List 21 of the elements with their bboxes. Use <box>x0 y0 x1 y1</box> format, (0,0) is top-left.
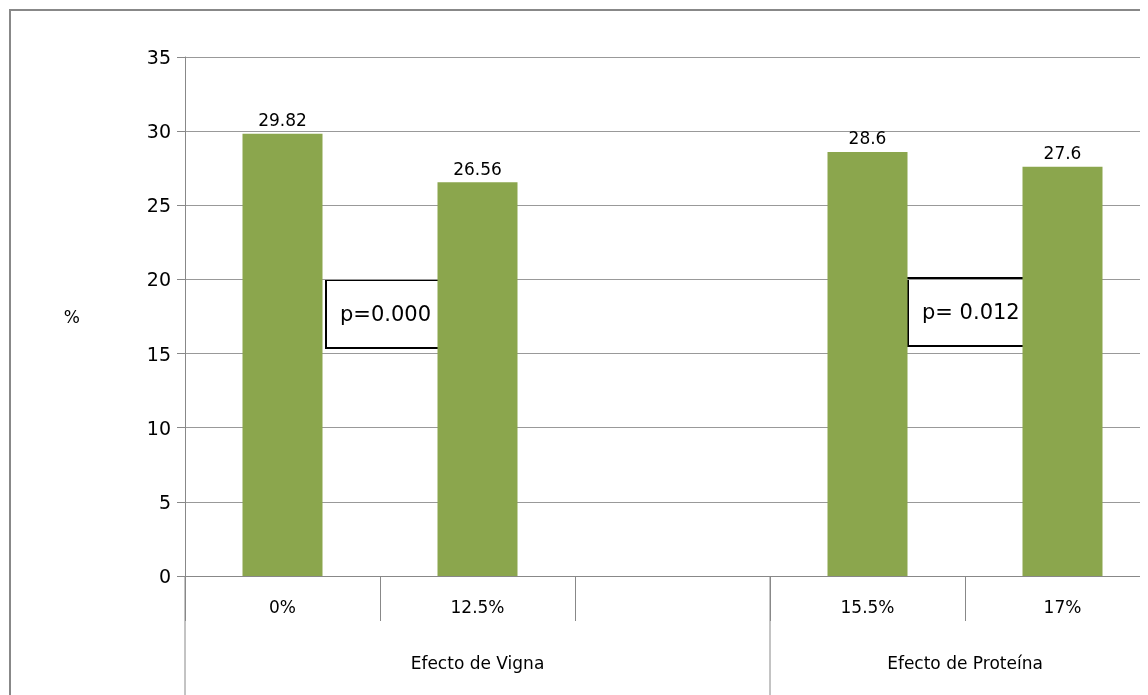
x-tick-label: 12.5% <box>450 596 505 617</box>
data-label: 29.82 <box>258 110 307 131</box>
y-tick-label: 5 <box>158 490 171 513</box>
y-tick-label: 10 <box>146 416 171 439</box>
annotation: p= 0.012 <box>922 300 1020 324</box>
data-label: 26.56 <box>453 158 502 179</box>
y-tick-label: 20 <box>146 268 171 291</box>
y-tick-label: 0 <box>158 565 171 587</box>
x-tick-label: 17% <box>1043 596 1082 617</box>
y-axis-title: % <box>63 306 80 327</box>
text: Efecto de Proteína <box>887 653 1043 673</box>
x-tick-label: 15.5% <box>840 596 895 617</box>
text: Efecto de Vigna <box>410 653 545 673</box>
y-tick-label: 30 <box>146 120 171 143</box>
annotation: p=0.000 <box>340 302 432 326</box>
y-tick-label: 25 <box>146 194 171 217</box>
y-tick-label: 35 <box>146 46 171 68</box>
x-tick-label: 0% <box>269 596 296 617</box>
data-label: 28.6 <box>848 128 887 149</box>
data-label: 27.6 <box>1043 143 1082 164</box>
y-tick-label: 15 <box>146 342 171 365</box>
